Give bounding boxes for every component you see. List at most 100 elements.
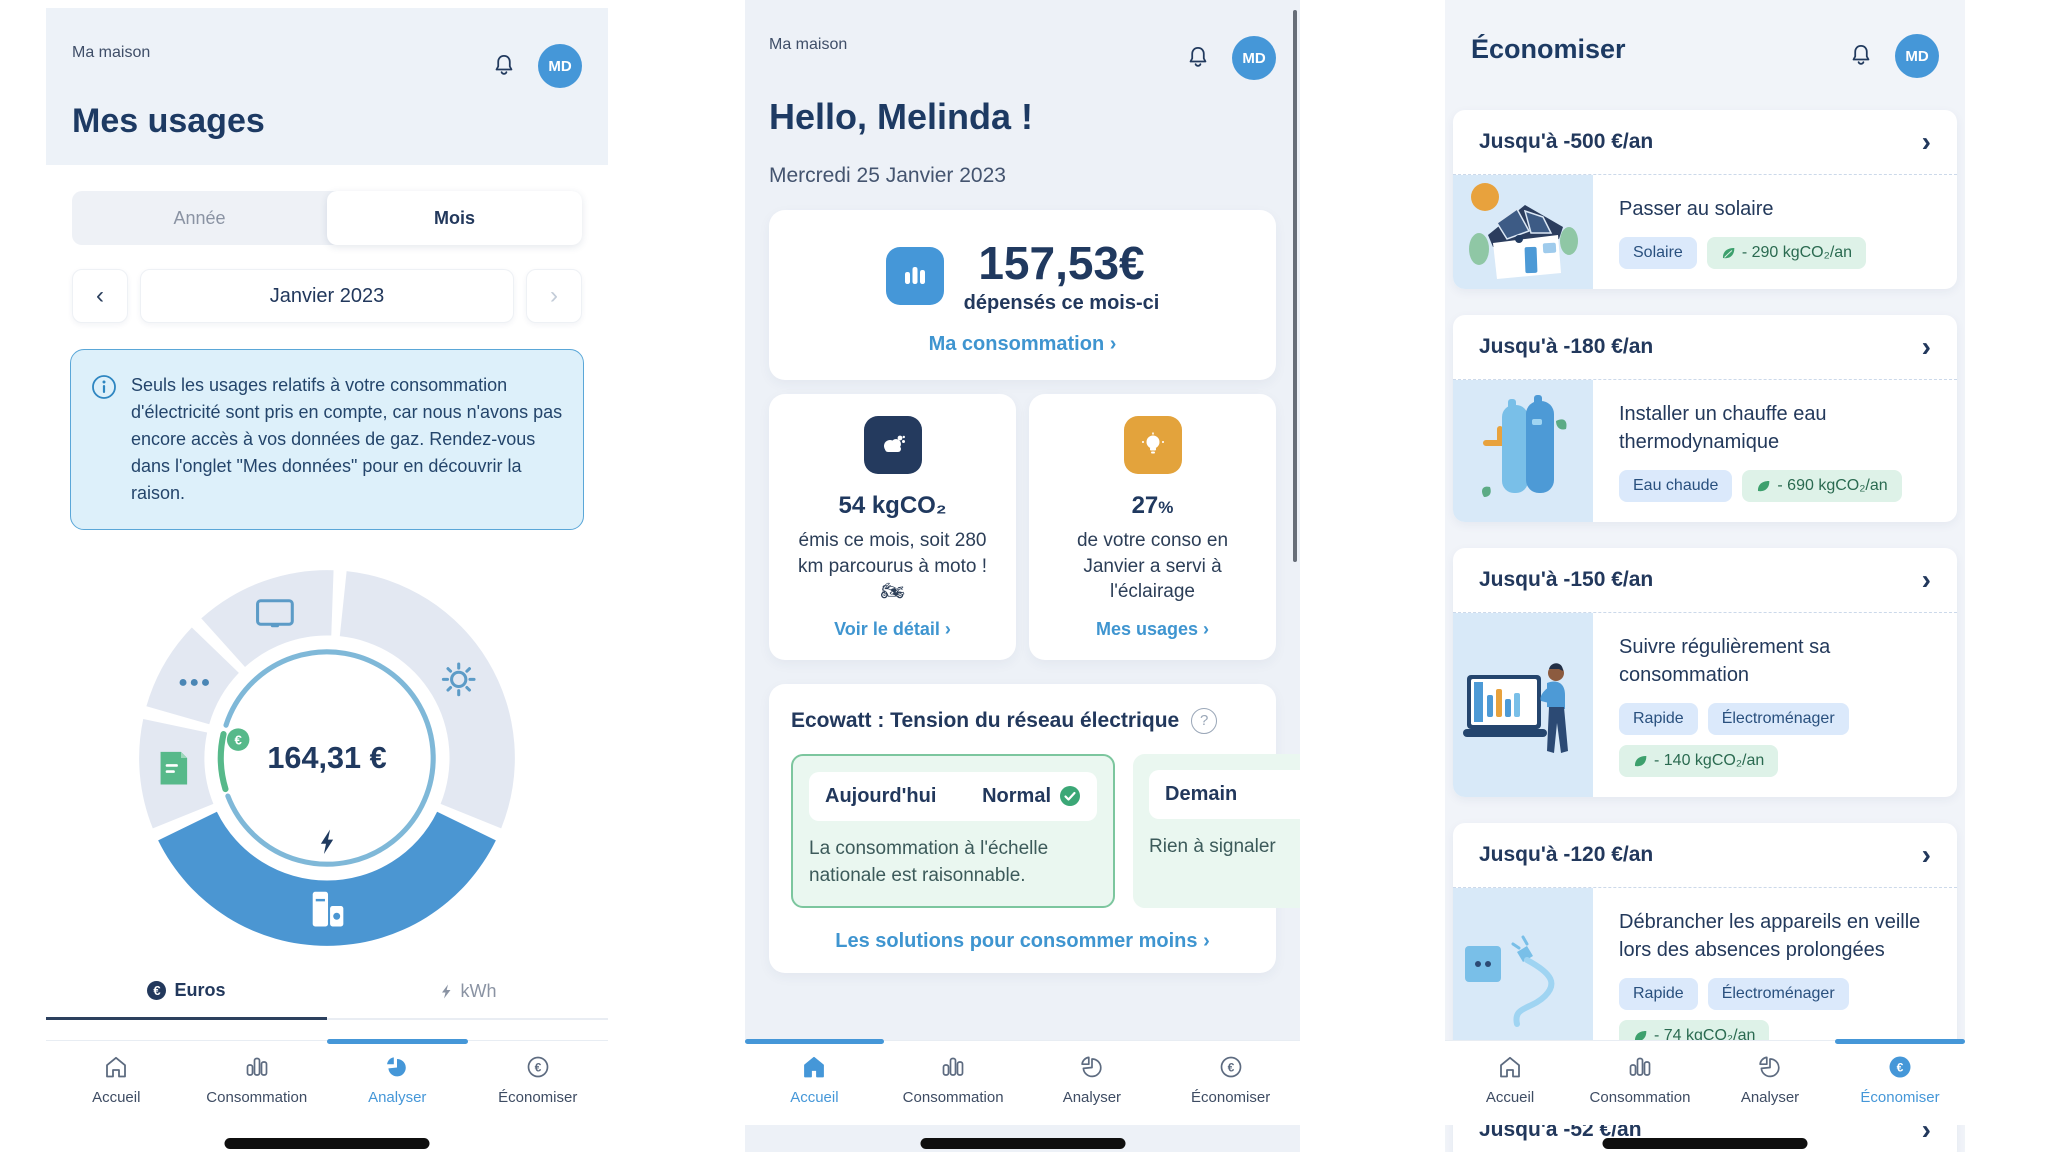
bar-chart-icon <box>885 246 944 305</box>
avatar[interactable]: MD <box>538 44 582 88</box>
chevron-right-icon: › <box>1921 331 1931 362</box>
ecowatt-card: Ecowatt : Tension du réseau électrique ?… <box>769 683 1300 974</box>
breadcrumb: Ma maison <box>769 36 848 53</box>
category-tag: Électroménager <box>1707 978 1849 1010</box>
lighting-card[interactable]: 27% de votre conso en Janvier a servi à … <box>1029 394 1276 660</box>
nav-economiser[interactable]: Économiser <box>1161 1041 1300 1125</box>
currency: € <box>1119 237 1145 289</box>
avatar[interactable]: MD <box>1232 36 1276 80</box>
nav-accueil[interactable]: Accueil <box>46 1041 187 1125</box>
tab-mois[interactable]: Mois <box>327 191 582 245</box>
co2-cloud-icon <box>863 416 922 474</box>
bell-icon[interactable] <box>1184 44 1212 72</box>
co2-tag: - 690 kgCO₂/an <box>1742 470 1902 502</box>
mes-usages-link[interactable]: Mes usages › <box>1095 618 1210 639</box>
unit-euros[interactable]: € Euros <box>46 980 327 1020</box>
chevron-right-icon: › <box>1921 1114 1931 1145</box>
ecowatt-days[interactable]: Aujourd'hui Normal La consommation à l'é… <box>791 753 1300 909</box>
active-tab-indicator <box>745 1039 884 1044</box>
nav-economiser[interactable]: Économiser <box>1835 1041 1965 1125</box>
spend-label: dépensés ce mois-ci <box>963 292 1160 314</box>
savings-label: Jusqu'à -180 €/an <box>1479 335 1654 358</box>
info-text: Seuls les usages relatifs à votre consom… <box>131 375 563 503</box>
euro-badge-icon: € <box>226 728 250 751</box>
leaf-icon <box>1758 480 1770 491</box>
home-indicator[interactable] <box>1602 1138 1808 1149</box>
nav-economiser[interactable]: Économiser <box>468 1041 609 1125</box>
help-icon[interactable]: ? <box>1191 707 1218 734</box>
offer-title: Suivre régulièrement sa consommation <box>1619 636 1831 686</box>
nav-accueil[interactable]: Accueil <box>1445 1041 1575 1125</box>
today-text: La consommation à l'échelle nationale es… <box>809 837 1049 887</box>
tomorrow-text: Rien à signaler <box>1149 835 1276 857</box>
offer-title: Passer au solaire <box>1619 198 1774 220</box>
prev-month-button[interactable]: ‹ <box>72 269 128 323</box>
category-tag: Eau chaude <box>1619 470 1733 502</box>
chevron-right-icon: › <box>1921 839 1931 870</box>
nav-analyser[interactable]: Analyser <box>327 1041 468 1125</box>
home-indicator[interactable] <box>920 1138 1125 1149</box>
check-icon <box>1060 786 1080 807</box>
svg-text:€: € <box>234 732 242 747</box>
offer-card[interactable]: Jusqu'à -180 €/an › <box>1453 315 1957 522</box>
unit-toggle: € Euros kWh <box>46 980 608 1020</box>
solutions-link[interactable]: Les solutions pour consommer moins › <box>835 930 1210 953</box>
water-heater-illustration <box>1453 380 1593 522</box>
next-month-button[interactable]: › <box>526 269 582 323</box>
savings-label: Jusqu'à -120 €/an <box>1479 843 1654 866</box>
greeting: Hello, Melinda ! <box>769 96 1034 137</box>
nav-consommation[interactable]: Consommation <box>187 1041 328 1125</box>
co2-tag: - 140 kgCO₂/an <box>1619 745 1779 777</box>
scrollbar[interactable] <box>1293 10 1297 562</box>
nav-consommation[interactable]: Consommation <box>1575 1041 1705 1125</box>
more-dots-icon <box>179 678 209 686</box>
euro-icon: € <box>147 981 167 1000</box>
page-title: Mes usages <box>72 102 265 140</box>
ecowatt-title: Ecowatt : Tension du réseau électrique <box>791 708 1180 732</box>
offer-card[interactable]: Jusqu'à -150 €/an › <box>1453 548 1957 797</box>
ma-consommation-link[interactable]: Ma consommation › <box>928 333 1117 355</box>
unit-kwh[interactable]: kWh <box>327 980 608 1020</box>
nav-accueil[interactable]: Accueil <box>745 1041 884 1125</box>
offer-title: Débrancher les appareils en veille lors … <box>1619 911 1921 961</box>
category-tag: Électroménager <box>1707 703 1849 735</box>
co2-card[interactable]: 54 kgCO₂ émis ce mois, soit 280 km parco… <box>769 394 1016 660</box>
info-icon <box>92 375 116 399</box>
tab-annee[interactable]: Année <box>173 207 226 228</box>
lightning-icon <box>320 829 334 854</box>
nav-analyser[interactable]: Analyser <box>1705 1041 1835 1125</box>
co2-tag: - 290 kgCO₂/an <box>1706 237 1867 269</box>
bell-icon[interactable] <box>490 52 518 80</box>
chevron-right-icon: › <box>1921 564 1931 595</box>
leaf-icon <box>1634 1030 1647 1041</box>
spend-card[interactable]: 157,53€ dépensés ce mois-ci Ma consommat… <box>769 210 1276 380</box>
offer-card[interactable]: Jusqu'à -120 €/an › Débranch <box>1453 823 1957 1072</box>
offer-title: Installer un chauffe eau thermodynamique <box>1619 403 1827 453</box>
bottom-nav: Accueil Consommation Analyser Économiser <box>745 1039 1300 1125</box>
bell-icon[interactable] <box>1847 42 1875 70</box>
donut-total: 164,31 € <box>267 741 386 775</box>
month-label[interactable]: Janvier 2023 <box>140 269 514 323</box>
avatar[interactable]: MD <box>1895 34 1939 78</box>
co2-value: 54 kgCO₂ <box>838 492 947 519</box>
month-selector: ‹ Janvier 2023 › <box>72 269 582 323</box>
sun-icon <box>441 662 476 697</box>
date: Mercredi 25 Janvier 2023 <box>769 164 1006 187</box>
screen-accueil: Ma maison MD Hello, Melinda ! Mercredi 2… <box>745 0 1300 1152</box>
leaf-icon <box>1722 247 1735 258</box>
month-spend-amount: 157,53 <box>978 237 1120 289</box>
period-tabs: Année Mois <box>72 191 582 245</box>
chevron-right-icon: › <box>1921 126 1931 157</box>
voir-detail-link[interactable]: Voir le détail › <box>834 618 951 639</box>
co2-text: émis ce mois, soit 280 km parcourus à mo… <box>797 530 988 603</box>
usage-donut-chart[interactable]: € 164,31 € <box>46 564 608 952</box>
tomorrow-label: Demain <box>1165 782 1238 805</box>
offer-card[interactable]: Jusqu'à -500 €/an › <box>1453 110 1957 289</box>
laptop-chart-illustration <box>1453 613 1593 797</box>
screen-economiser: Économiser MD Jusqu'à -500 €/an › <box>1445 0 1965 1152</box>
nav-consommation[interactable]: Consommation <box>884 1041 1023 1125</box>
active-tab-indicator <box>327 1039 468 1044</box>
home-indicator[interactable] <box>224 1138 430 1149</box>
category-tag: Rapide <box>1619 703 1698 735</box>
nav-analyser[interactable]: Analyser <box>1023 1041 1162 1125</box>
